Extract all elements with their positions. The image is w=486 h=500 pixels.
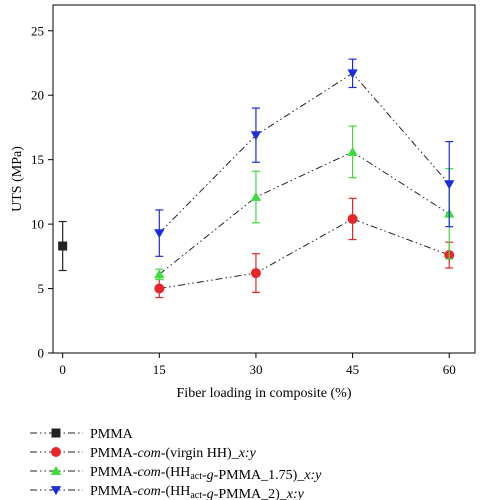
legend: PMMA PMMA-com-(virgin HH)_x:y PMMA-com-(HH…: [30, 427, 322, 500]
data-point: [347, 146, 358, 156]
data-point: [58, 241, 68, 251]
legend-marker: [51, 428, 61, 438]
x-tick-label: 0: [59, 362, 66, 377]
y-tick-label: 20: [31, 88, 44, 103]
data-point: [347, 69, 358, 79]
legend-marker: [50, 465, 62, 475]
legend-label: PMMA: [90, 427, 134, 442]
series-layer: [58, 58, 455, 299]
series-2: [154, 125, 455, 281]
data-point: [347, 213, 358, 224]
legend-marker: [51, 447, 61, 457]
legend-item-3: PMMA-com-(HHact-g-PMMA_2)_x:y: [30, 484, 305, 500]
x-tick-label: 45: [346, 362, 359, 377]
y-tick-label: 5: [38, 281, 45, 296]
series-line: [158, 72, 450, 234]
y-tick-label: 25: [31, 23, 44, 38]
series-line: [159, 218, 450, 290]
y-tick-label: 15: [31, 152, 44, 167]
legend-item-0: PMMA: [30, 427, 134, 442]
y-axis-label: UTS (MPa): [10, 146, 25, 212]
axis-ticks: 0 15 30 45 60 0 5 10 15 20 25: [31, 23, 456, 377]
data-point: [154, 229, 165, 239]
legend-marker: [50, 486, 62, 496]
legend-label: PMMA-com-(HHact-g-PMMA_1.75)_x:y: [90, 465, 322, 483]
legend-item-2: PMMA-com-(HHact-g-PMMA_1.75)_x:y: [30, 465, 322, 483]
x-tick-label: 15: [153, 362, 166, 377]
x-axis-label: Fiber loading in composite (%): [177, 386, 352, 401]
data-point: [250, 191, 262, 201]
data-point: [250, 268, 261, 279]
data-point: [154, 283, 165, 294]
y-tick-label: 0: [38, 346, 45, 361]
data-point: [250, 131, 262, 141]
series-line: [158, 151, 450, 275]
y-tick-label: 10: [31, 217, 44, 232]
series-1: [154, 197, 455, 299]
data-point: [154, 269, 165, 279]
series-0: [58, 220, 68, 272]
legend-label: PMMA-com-(HHact-g-PMMA_2)_x:y: [90, 484, 305, 500]
legend-item-1: PMMA-com-(virgin HH)_x:y: [30, 446, 257, 461]
series-3: [154, 58, 455, 257]
legend-label: PMMA-com-(virgin HH)_x:y: [90, 446, 257, 461]
plot-frame: [52, 4, 476, 354]
x-tick-label: 60: [443, 362, 456, 377]
data-point: [444, 180, 455, 190]
x-tick-label: 30: [249, 362, 262, 377]
